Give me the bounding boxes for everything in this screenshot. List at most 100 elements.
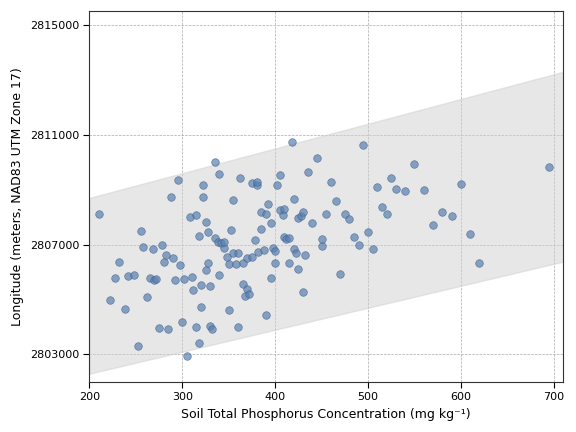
Point — [219, 238, 229, 245]
Point — [232, 260, 241, 267]
Point — [282, 236, 291, 243]
Point — [115, 258, 124, 265]
Point — [166, 194, 176, 201]
Point — [226, 226, 235, 233]
Point — [271, 248, 280, 255]
Point — [257, 226, 266, 232]
Point — [262, 311, 271, 318]
Point — [204, 229, 213, 236]
Point — [238, 260, 247, 267]
Point — [154, 325, 164, 332]
Point — [289, 245, 298, 252]
Point — [359, 141, 368, 148]
Point — [289, 195, 298, 202]
Point — [247, 253, 256, 260]
Point — [410, 161, 419, 168]
Y-axis label: Longitude (meters, NAD83 UTM Zone 17): Longitude (meters, NAD83 UTM Zone 17) — [11, 67, 24, 326]
Point — [215, 171, 224, 178]
Point — [219, 244, 229, 251]
Point — [391, 185, 400, 192]
Point — [142, 294, 151, 301]
Point — [266, 275, 275, 282]
Point — [235, 175, 244, 181]
Point — [354, 241, 363, 248]
Point — [120, 306, 130, 313]
Point — [124, 273, 133, 280]
Point — [242, 255, 252, 262]
Point — [242, 286, 252, 293]
Point — [247, 180, 256, 187]
Point — [278, 211, 287, 218]
Point — [164, 325, 173, 332]
Point — [475, 260, 484, 267]
Point — [229, 250, 238, 257]
Point — [419, 187, 429, 194]
Point — [300, 251, 309, 258]
Point — [298, 288, 308, 295]
Point — [241, 292, 250, 299]
Point — [238, 280, 247, 287]
Point — [213, 239, 222, 246]
Point — [207, 326, 217, 333]
Point — [139, 244, 148, 251]
Point — [317, 243, 326, 250]
Point — [133, 343, 142, 349]
Point — [266, 220, 275, 227]
Point — [429, 221, 438, 228]
Point — [130, 271, 139, 278]
X-axis label: Soil Total Phosphorus Concentration (mg kg⁻¹): Soil Total Phosphorus Concentration (mg … — [181, 408, 471, 421]
Point — [294, 265, 303, 272]
Point — [151, 276, 161, 283]
Point — [111, 274, 120, 281]
Point — [215, 271, 224, 278]
Point — [173, 177, 182, 184]
Point — [321, 210, 331, 217]
Point — [350, 233, 359, 240]
Point — [287, 138, 297, 145]
Point — [245, 291, 254, 298]
Point — [224, 306, 233, 313]
Point — [386, 174, 396, 181]
Point — [363, 229, 373, 235]
Point — [312, 154, 321, 161]
Point — [183, 352, 192, 359]
Point — [168, 255, 177, 262]
Point — [145, 274, 154, 281]
Point — [294, 214, 303, 221]
Point — [259, 246, 268, 253]
Point — [198, 181, 207, 188]
Point — [201, 267, 210, 273]
Point — [456, 180, 465, 187]
Point — [176, 261, 185, 268]
Point — [271, 260, 280, 267]
Point — [159, 258, 168, 265]
Point — [275, 172, 285, 178]
Point — [178, 319, 187, 326]
Point — [217, 239, 226, 246]
Point — [233, 249, 242, 256]
Point — [204, 260, 213, 267]
Point — [196, 304, 206, 311]
Point — [377, 203, 386, 210]
Point — [382, 211, 391, 218]
Point — [291, 250, 300, 257]
Point — [327, 178, 336, 185]
Point — [187, 274, 196, 281]
Point — [157, 241, 166, 248]
Point — [198, 194, 207, 200]
Point — [206, 283, 215, 290]
Point — [331, 197, 340, 204]
Point — [308, 220, 317, 227]
Point — [257, 209, 266, 216]
Point — [400, 188, 410, 195]
Point — [298, 209, 308, 216]
Point — [272, 182, 282, 189]
Point — [317, 236, 326, 243]
Point — [192, 211, 201, 218]
Point — [210, 158, 219, 165]
Point — [94, 210, 103, 217]
Point — [544, 163, 554, 170]
Point — [275, 207, 285, 214]
Point — [297, 213, 306, 220]
Point — [192, 324, 201, 330]
